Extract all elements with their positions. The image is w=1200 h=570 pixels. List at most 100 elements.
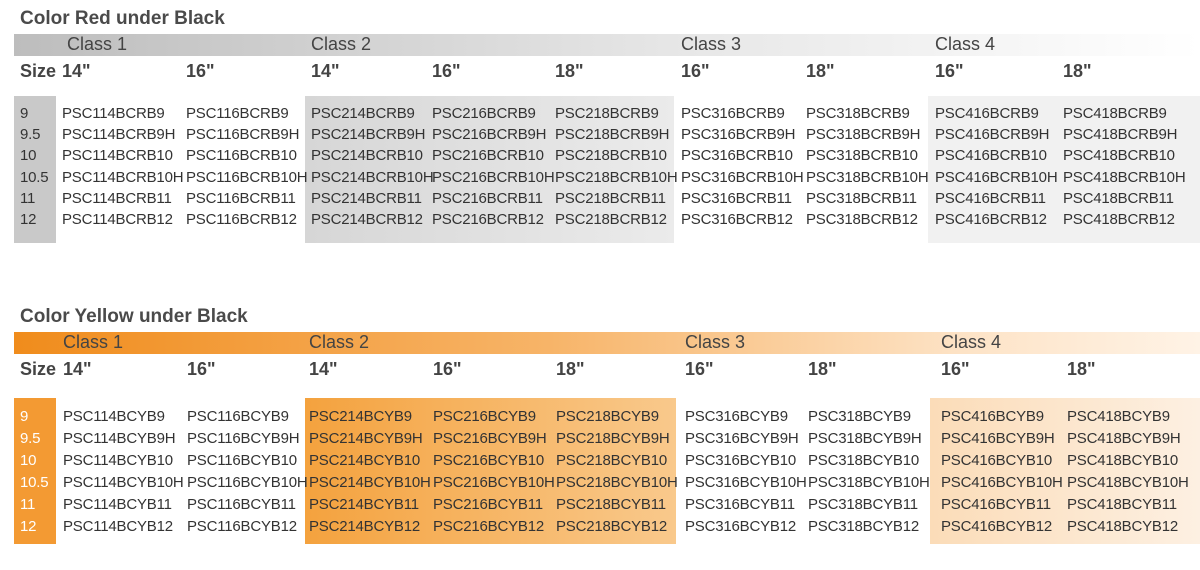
product-code: PSC218BCRB9 [555, 105, 659, 122]
size-header: 16" [681, 61, 710, 81]
product-code: PSC416BCRB10H [935, 168, 1058, 186]
class-2-band [305, 96, 674, 243]
product-code: PSC114BCRB10 [62, 147, 173, 165]
product-code: PSC418BCRB9H [1063, 126, 1178, 144]
size-label: Size [20, 359, 57, 379]
product-code: PSC316BCYB9H [685, 430, 799, 447]
product-code: PSC218BCRB10H [555, 168, 678, 186]
product-code: PSC418BCYB9H [1067, 430, 1181, 447]
product-code: PSC216BCRB9H [432, 126, 547, 144]
product-code: PSC318BCYB10 [808, 452, 920, 469]
product-code: PSC418BCYB10 [1067, 452, 1179, 469]
product-code: PSC216BCRB9 [432, 105, 536, 122]
product-code: PSC218BCYB9 [556, 408, 659, 425]
product-code: PSC216BCYB11 [433, 496, 543, 513]
product-code: PSC416BCRB10 [935, 147, 1047, 165]
row-size: 10.5 [20, 168, 49, 186]
product-code: PSC116BCRB9H [186, 126, 300, 144]
size-header: 16" [685, 359, 714, 379]
product-code: PSC418BCYB9 [1067, 408, 1170, 425]
row-size: 10 [20, 452, 37, 469]
product-code: PSC316BCRB9 [681, 105, 785, 122]
product-code: PSC114BCRB11 [62, 189, 172, 207]
class-header: Class 4 [941, 332, 1002, 352]
class-header: Class 3 [681, 34, 742, 54]
class-header: Class 4 [935, 34, 996, 54]
product-code: PSC318BCRB10H [806, 168, 929, 186]
row-size: 11 [20, 189, 36, 207]
product-code: PSC218BCYB10 [556, 452, 668, 469]
product-code: PSC418BCRB10H [1063, 168, 1186, 186]
size-header: 16" [432, 61, 461, 81]
product-code: PSC316BCYB9 [685, 408, 788, 425]
product-code: PSC418BCRB12 [1063, 211, 1175, 228]
size-header: 16" [433, 359, 462, 379]
product-code: PSC116BCYB10 [187, 452, 297, 469]
product-code: PSC114BCYB11 [63, 496, 172, 513]
size-header: 16" [187, 359, 216, 379]
product-code: PSC416BCRB9 [935, 105, 1039, 122]
product-code: PSC116BCRB12 [186, 211, 297, 228]
product-code: PSC316BCRB12 [681, 211, 793, 228]
product-code: PSC416BCYB12 [941, 518, 1053, 535]
product-code: PSC214BCYB11 [309, 496, 419, 513]
size-header: 14" [62, 61, 91, 81]
product-code: PSC318BCYB9 [808, 408, 911, 425]
product-code: PSC114BCRB9 [62, 105, 165, 122]
product-code: PSC416BCYB10H [941, 474, 1063, 491]
size-header: 16" [935, 61, 964, 81]
class-4-band [930, 398, 1200, 544]
product-code: PSC214BCYB12 [309, 518, 421, 535]
row-size: 10.5 [20, 474, 49, 491]
product-code: PSC418BCYB10H [1067, 474, 1189, 491]
product-code: PSC316BCYB12 [685, 518, 797, 535]
product-code: PSC214BCRB9 [311, 105, 415, 122]
product-code: PSC214BCRB9H [311, 126, 426, 144]
product-code: PSC214BCRB10H [311, 168, 434, 186]
size-header: 18" [555, 61, 584, 81]
row-size: 9.5 [20, 126, 41, 144]
product-code: PSC318BCYB10H [808, 474, 930, 491]
product-code: PSC318BCRB11 [806, 189, 917, 207]
product-code: PSC318BCRB10 [806, 147, 918, 165]
row-size: 9.5 [20, 430, 41, 447]
size-label: Size [20, 61, 57, 81]
product-code: PSC116BCYB12 [187, 518, 297, 535]
header-band [14, 34, 1200, 56]
product-code: PSC418BCRB10 [1063, 147, 1175, 165]
product-code: PSC114BCYB10 [63, 452, 173, 469]
product-code: PSC216BCRB10 [432, 147, 544, 165]
row-size: 12 [20, 518, 37, 535]
product-code: PSC318BCRB9 [806, 105, 910, 122]
product-code: PSC418BCRB11 [1063, 189, 1174, 207]
header-band [14, 332, 1200, 354]
product-code: PSC316BCYB10H [685, 474, 807, 491]
product-code: PSC116BCYB9 [187, 408, 289, 425]
product-code: PSC116BCYB10H [187, 474, 308, 491]
size-header: 18" [808, 359, 837, 379]
product-code: PSC116BCRB10 [186, 147, 297, 165]
size-header: 16" [941, 359, 970, 379]
row-size: 10 [20, 147, 37, 165]
product-code: PSC416BCYB11 [941, 496, 1051, 513]
size-column-band [14, 398, 56, 544]
product-code: PSC418BCYB12 [1067, 518, 1179, 535]
product-code: PSC416BCRB11 [935, 189, 1046, 207]
product-code: PSC214BCYB10H [309, 474, 431, 491]
product-code: PSC416BCYB9 [941, 408, 1044, 425]
class-header: Class 1 [67, 34, 128, 54]
product-code: PSC214BCRB11 [311, 189, 422, 207]
product-code: PSC318BCYB12 [808, 518, 920, 535]
size-header: 18" [556, 359, 585, 379]
product-code: PSC116BCRB10H [186, 168, 308, 186]
row-size: 12 [20, 211, 37, 228]
size-header: 14" [63, 359, 92, 379]
product-code: PSC416BCRB12 [935, 211, 1047, 228]
product-code: PSC214BCRB10 [311, 147, 423, 165]
class-header: Class 1 [63, 332, 124, 352]
product-code: PSC416BCYB10 [941, 452, 1053, 469]
product-code: PSC216BCYB9 [433, 408, 536, 425]
product-code: PSC418BCRB9 [1063, 105, 1167, 122]
product-code: PSC116BCYB11 [187, 496, 296, 513]
product-code: PSC316BCRB9H [681, 126, 796, 144]
